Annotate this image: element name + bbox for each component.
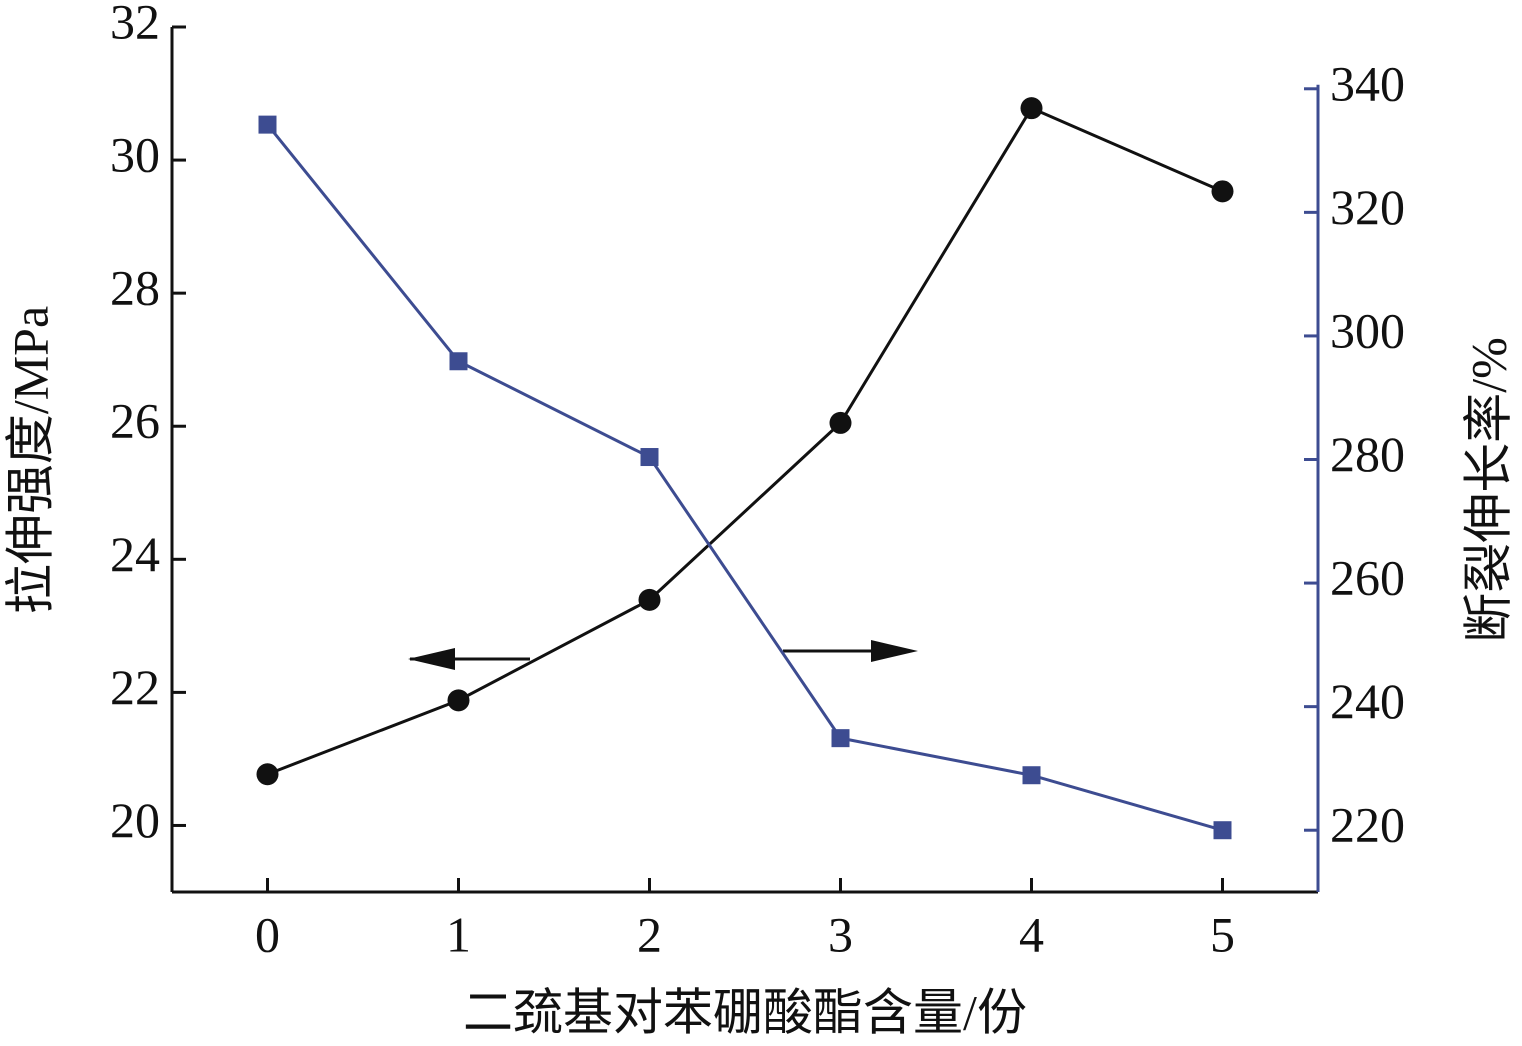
data-point [258, 115, 277, 134]
data-point [829, 411, 852, 434]
y2-tick-label: 300 [1330, 302, 1405, 358]
data-point [447, 689, 470, 712]
data-point [831, 729, 850, 748]
y2-tick-label: 240 [1330, 673, 1405, 729]
x-tick-label: 3 [828, 906, 853, 962]
y-tick-label: 24 [110, 526, 160, 582]
data-point [256, 763, 279, 786]
y-tick-label: 22 [110, 659, 160, 715]
x-tick-label: 5 [1210, 906, 1235, 962]
data-point [640, 448, 659, 467]
y2-tick-label: 280 [1330, 426, 1405, 482]
series-line [266, 123, 1223, 832]
y-tick-label: 32 [110, 0, 160, 49]
x-tick-label: 4 [1019, 906, 1044, 962]
x-tick-label: 2 [637, 906, 662, 962]
x-axis-title: 二巯基对苯硼酸酯含量/份 [463, 984, 1027, 1040]
y-tick-label: 20 [110, 792, 160, 848]
data-point [638, 588, 661, 611]
right-arrowhead [871, 640, 918, 662]
y2-axis-title: 断裂伸长率/% [1460, 337, 1516, 643]
series-line [266, 106, 1224, 776]
x-tick-label: 1 [446, 906, 471, 962]
x-tick-label: 0 [255, 906, 280, 962]
data-point [1211, 180, 1234, 203]
left-arrowhead [408, 648, 455, 670]
y2-tick-label: 260 [1330, 550, 1405, 606]
data-point [1022, 766, 1041, 785]
y-tick-label: 30 [110, 127, 160, 183]
data-point [1020, 97, 1043, 120]
y-axis-title: 拉伸强度/MPa [2, 306, 58, 614]
y2-tick-label: 320 [1330, 179, 1405, 235]
y-tick-label: 28 [110, 260, 160, 316]
data-point [1213, 821, 1232, 840]
y2-tick-label: 220 [1330, 797, 1405, 853]
data-point [449, 352, 468, 371]
y2-tick-label: 340 [1330, 55, 1405, 111]
y-tick-label: 26 [110, 393, 160, 449]
